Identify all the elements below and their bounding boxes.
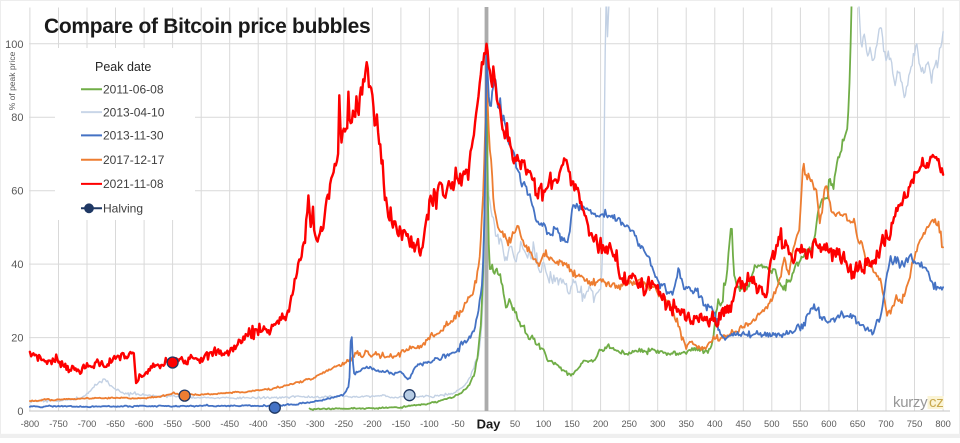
svg-text:cz: cz (929, 394, 943, 411)
svg-text:0: 0 (17, 406, 23, 418)
svg-text:-650: -650 (106, 419, 125, 429)
svg-text:-800: -800 (21, 419, 40, 429)
svg-text:2021-11-08: 2021-11-08 (103, 177, 164, 191)
svg-text:-500: -500 (192, 419, 211, 429)
svg-text:250: 250 (621, 419, 637, 429)
svg-text:-50: -50 (451, 419, 464, 429)
svg-text:600: 600 (821, 419, 837, 429)
svg-text:-250: -250 (334, 419, 353, 429)
svg-text:200: 200 (593, 419, 609, 429)
svg-text:-750: -750 (49, 419, 68, 429)
svg-text:-550: -550 (163, 419, 182, 429)
svg-text:800: 800 (935, 419, 951, 429)
svg-text:150: 150 (564, 419, 580, 429)
svg-text:Halving: Halving (103, 202, 143, 216)
svg-text:-700: -700 (78, 419, 97, 429)
svg-text:60: 60 (11, 186, 23, 198)
svg-text:-450: -450 (220, 419, 239, 429)
svg-text:100: 100 (5, 39, 23, 51)
svg-text:2011-06-08: 2011-06-08 (103, 82, 164, 96)
svg-text:400: 400 (707, 419, 723, 429)
svg-text:2017-12-17: 2017-12-17 (103, 153, 165, 167)
svg-text:80: 80 (11, 112, 23, 124)
svg-text:-100: -100 (420, 419, 439, 429)
svg-text:350: 350 (678, 419, 694, 429)
svg-text:kurzy: kurzy (893, 394, 928, 411)
svg-text:Compare of Bitcoin price bubbl: Compare of Bitcoin price bubbles (44, 15, 370, 38)
svg-text:-300: -300 (306, 419, 325, 429)
svg-text:450: 450 (736, 419, 752, 429)
svg-text:-350: -350 (277, 419, 296, 429)
svg-text:Day: Day (477, 417, 502, 432)
svg-text:550: 550 (793, 419, 809, 429)
svg-text:650: 650 (850, 419, 866, 429)
svg-text:100: 100 (536, 419, 552, 429)
svg-text:-150: -150 (392, 419, 411, 429)
svg-text:700: 700 (878, 419, 894, 429)
svg-text:300: 300 (650, 419, 666, 429)
svg-text:Peak date: Peak date (95, 60, 151, 74)
svg-text:500: 500 (764, 419, 780, 429)
svg-text:2013-04-10: 2013-04-10 (103, 105, 165, 119)
svg-text:-400: -400 (249, 419, 268, 429)
svg-text:20: 20 (11, 333, 23, 345)
svg-text:-600: -600 (135, 419, 154, 429)
svg-text:% of peak price: % of peak price (7, 51, 17, 110)
svg-text:750: 750 (907, 419, 923, 429)
svg-text:2013-11-30: 2013-11-30 (103, 129, 164, 143)
svg-text:50: 50 (510, 419, 520, 429)
svg-text:-200: -200 (363, 419, 382, 429)
svg-text:40: 40 (11, 259, 23, 271)
